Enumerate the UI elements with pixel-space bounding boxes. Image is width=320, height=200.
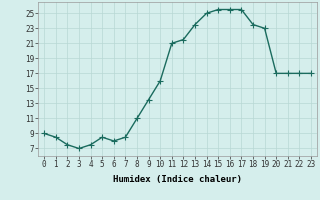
X-axis label: Humidex (Indice chaleur): Humidex (Indice chaleur) bbox=[113, 175, 242, 184]
